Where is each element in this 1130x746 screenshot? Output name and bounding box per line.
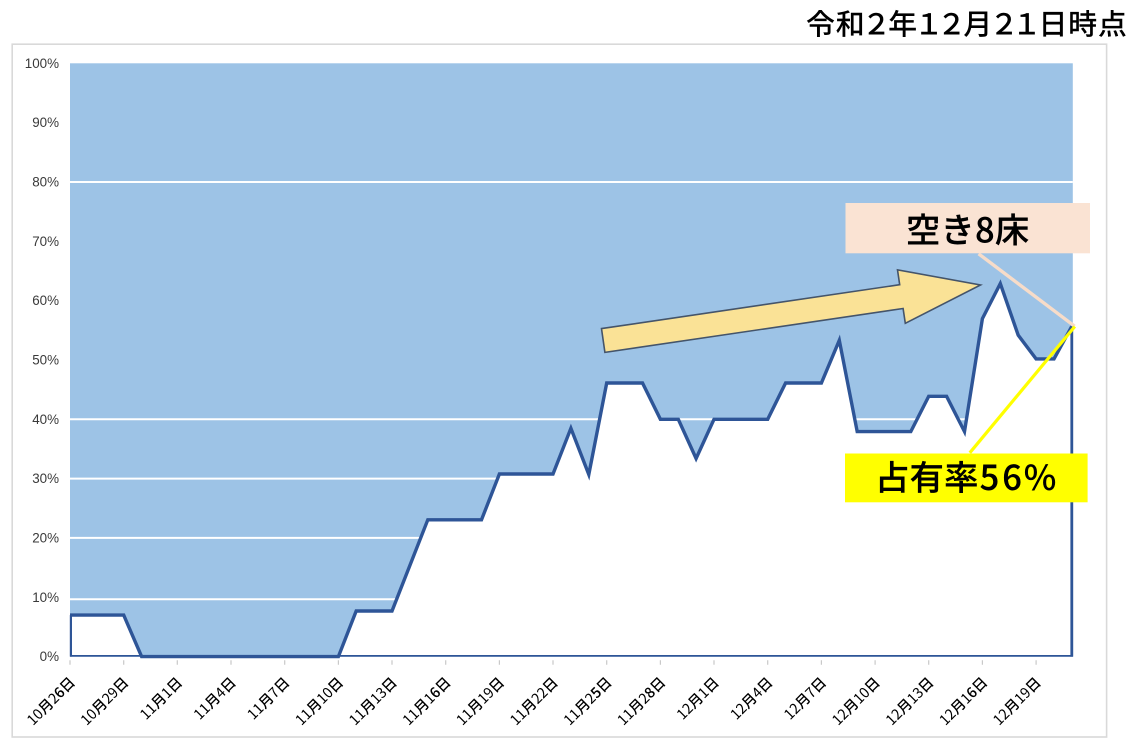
svg-text:30%: 30% (32, 471, 59, 486)
svg-text:50%: 50% (32, 353, 59, 368)
svg-text:100%: 100% (25, 56, 59, 71)
svg-text:0%: 0% (40, 649, 59, 664)
svg-text:20%: 20% (32, 530, 59, 545)
svg-text:80%: 80% (32, 175, 59, 190)
svg-text:90%: 90% (32, 115, 59, 130)
svg-text:60%: 60% (32, 293, 59, 308)
svg-text:70%: 70% (32, 234, 59, 249)
svg-text:40%: 40% (32, 412, 59, 427)
svg-text:10%: 10% (32, 590, 59, 605)
